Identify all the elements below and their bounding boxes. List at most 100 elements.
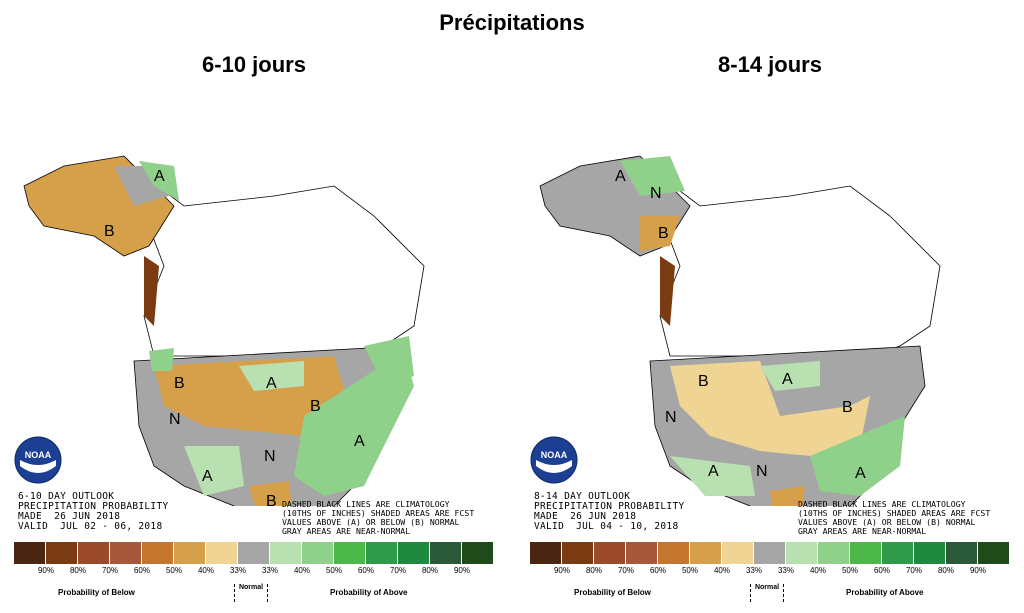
us-northeast-above	[364, 336, 414, 386]
legend-tick-label: 40%	[293, 566, 310, 575]
legend-swatch	[142, 542, 174, 564]
legend-tick-label: 80%	[69, 566, 86, 575]
map-label-b: B	[174, 375, 185, 392]
legend-swatch	[46, 542, 78, 564]
legend-swatch	[850, 542, 882, 564]
legend-tick-label: 33%	[261, 566, 278, 575]
outlook-map: A N B B A B N A A N B	[539, 155, 941, 506]
legend-swatch	[594, 542, 626, 564]
legend-swatch	[238, 542, 270, 564]
panel-6-10: 6-10 jours A B N A B B A N A B	[4, 50, 504, 610]
legend-tick-label: 40%	[197, 566, 214, 575]
legend-tick-label: 80%	[937, 566, 954, 575]
us-southwest-above	[670, 456, 755, 496]
legend-tick-label: 60%	[649, 566, 666, 575]
legend-tick-label: 60%	[133, 566, 150, 575]
legend-tick-label: 70%	[617, 566, 634, 575]
map-label-a: A	[855, 465, 866, 482]
legend-swatch	[626, 542, 658, 564]
legend-tick-label: 60%	[873, 566, 890, 575]
probability-legend	[14, 542, 494, 564]
legend-swatch	[722, 542, 754, 564]
legend-normal-label: Normal	[234, 584, 268, 602]
legend-tick-label: 90%	[969, 566, 986, 575]
noaa-logo: NOAA	[530, 436, 578, 489]
map-label-b: B	[310, 398, 321, 415]
legend-tick-label: 33%	[777, 566, 794, 575]
legend-below-label: Probability of Below	[574, 588, 651, 597]
legend-swatch	[658, 542, 690, 564]
legend-swatch	[754, 542, 786, 564]
us-gulf-below	[770, 486, 805, 506]
us-south-above	[184, 446, 244, 496]
map-label-n: N	[169, 411, 181, 428]
panel-heading: 6-10 jours	[202, 52, 306, 77]
legend-swatch	[818, 542, 850, 564]
us-nw-above	[149, 348, 174, 371]
map-label-a: A	[154, 168, 165, 185]
map-label-a: A	[615, 168, 626, 185]
legend-above-label: Probability of Above	[330, 588, 408, 597]
noaa-logo: NOAA	[14, 436, 62, 489]
legend-note: DASHED BLACK LINES ARE CLIMATOLOGY (10TH…	[798, 499, 991, 536]
panel-8-14: 8-14 jours A N B B A B N A A N B	[520, 50, 1020, 610]
legend-tick-label: 70%	[905, 566, 922, 575]
us-east-above	[294, 351, 414, 496]
legend-swatch	[562, 542, 594, 564]
alaska-coast-below	[144, 256, 159, 326]
legend-tick-label: 50%	[325, 566, 342, 575]
legend-swatch	[110, 542, 142, 564]
legend-swatch	[978, 542, 1010, 564]
map-label-n: N	[650, 185, 662, 202]
outlook-info: 6-10 DAY OUTLOOK PRECIPITATION PROBABILI…	[18, 491, 169, 532]
alaska-north-green	[139, 161, 179, 201]
map-label-a: A	[354, 433, 365, 450]
legend-above-label: Probability of Above	[846, 588, 924, 597]
canada-land	[639, 159, 941, 357]
legend-swatch	[206, 542, 238, 564]
page-title: Précipitations	[439, 10, 585, 35]
us-north-above	[760, 361, 820, 391]
legend-tick-label: 33%	[745, 566, 762, 575]
legend-swatch	[366, 542, 398, 564]
alaska-south-below	[640, 216, 680, 251]
legend-ticks: 90% 80% 70% 60% 50% 40% 33% 33% 40% 50% 60% 70% 80% 9…	[14, 566, 494, 580]
map-label-n: N	[756, 463, 768, 480]
legend-swatch	[334, 542, 366, 564]
probability-legend	[530, 542, 1010, 564]
legend-note: DASHED BLACK LINES ARE CLIMATOLOGY (10TH…	[282, 499, 475, 536]
panel-heading: 8-14 jours	[718, 52, 822, 77]
legend-swatch	[462, 542, 494, 564]
legend-normal-label: Normal	[750, 584, 784, 602]
us-southeast-above	[810, 416, 905, 496]
us-north-above	[239, 361, 304, 391]
map-label-b: B	[842, 399, 853, 416]
map-label-n: N	[264, 448, 276, 465]
legend-tick-label: 70%	[389, 566, 406, 575]
map-label-b: B	[266, 493, 277, 506]
svg-text:NOAA: NOAA	[25, 450, 52, 460]
legend-tick-label: 70%	[101, 566, 118, 575]
legend-tick-label: 90%	[37, 566, 54, 575]
alaska-north-green	[620, 156, 685, 196]
legend-tick-label: 50%	[841, 566, 858, 575]
legend-tick-label: 80%	[585, 566, 602, 575]
svg-text:NOAA: NOAA	[541, 450, 568, 460]
us-central-below	[670, 361, 870, 456]
outlook-map: A B N A B B A N A B	[23, 155, 425, 506]
map-label-b: B	[658, 225, 669, 242]
us-gulf-below	[249, 481, 292, 506]
legend-tick-label: 50%	[681, 566, 698, 575]
map-label-a: A	[202, 468, 213, 485]
map-label-n: N	[665, 409, 677, 426]
legend-swatch	[786, 542, 818, 564]
legend-swatch	[174, 542, 206, 564]
legend-swatch	[14, 542, 46, 564]
map-label-a: A	[708, 463, 719, 480]
legend-swatch	[530, 542, 562, 564]
legend-swatch	[398, 542, 430, 564]
outlook-info: 8-14 DAY OUTLOOK PRECIPITATION PROBABILI…	[534, 491, 685, 532]
legend-tick-label: 33%	[229, 566, 246, 575]
map-label-b: B	[104, 223, 115, 240]
legend-tick-label: 60%	[357, 566, 374, 575]
